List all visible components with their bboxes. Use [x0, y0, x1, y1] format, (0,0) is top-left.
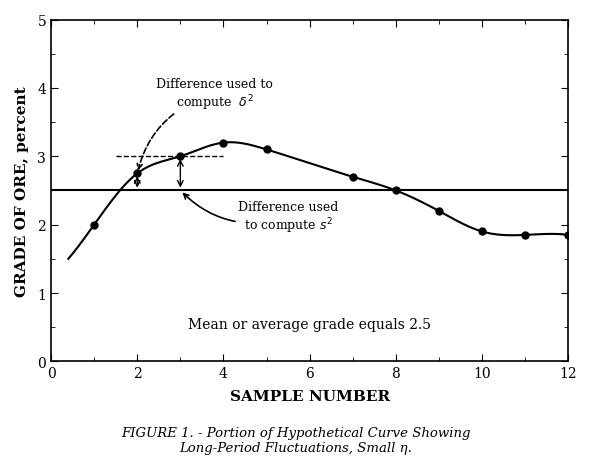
Text: FIGURE 1. - Portion of Hypothetical Curve Showing
Long-Period Fluctuations, Smal: FIGURE 1. - Portion of Hypothetical Curv…: [121, 426, 471, 454]
Text: Difference used to
compute  $\delta^2$: Difference used to compute $\delta^2$: [137, 78, 274, 169]
Y-axis label: GRADE OF ORE, percent: GRADE OF ORE, percent: [15, 86, 29, 296]
Text: Mean or average grade equals 2.5: Mean or average grade equals 2.5: [188, 317, 431, 331]
X-axis label: SAMPLE NUMBER: SAMPLE NUMBER: [230, 389, 390, 403]
Text: Difference used
to compute $s^2$: Difference used to compute $s^2$: [184, 194, 338, 236]
